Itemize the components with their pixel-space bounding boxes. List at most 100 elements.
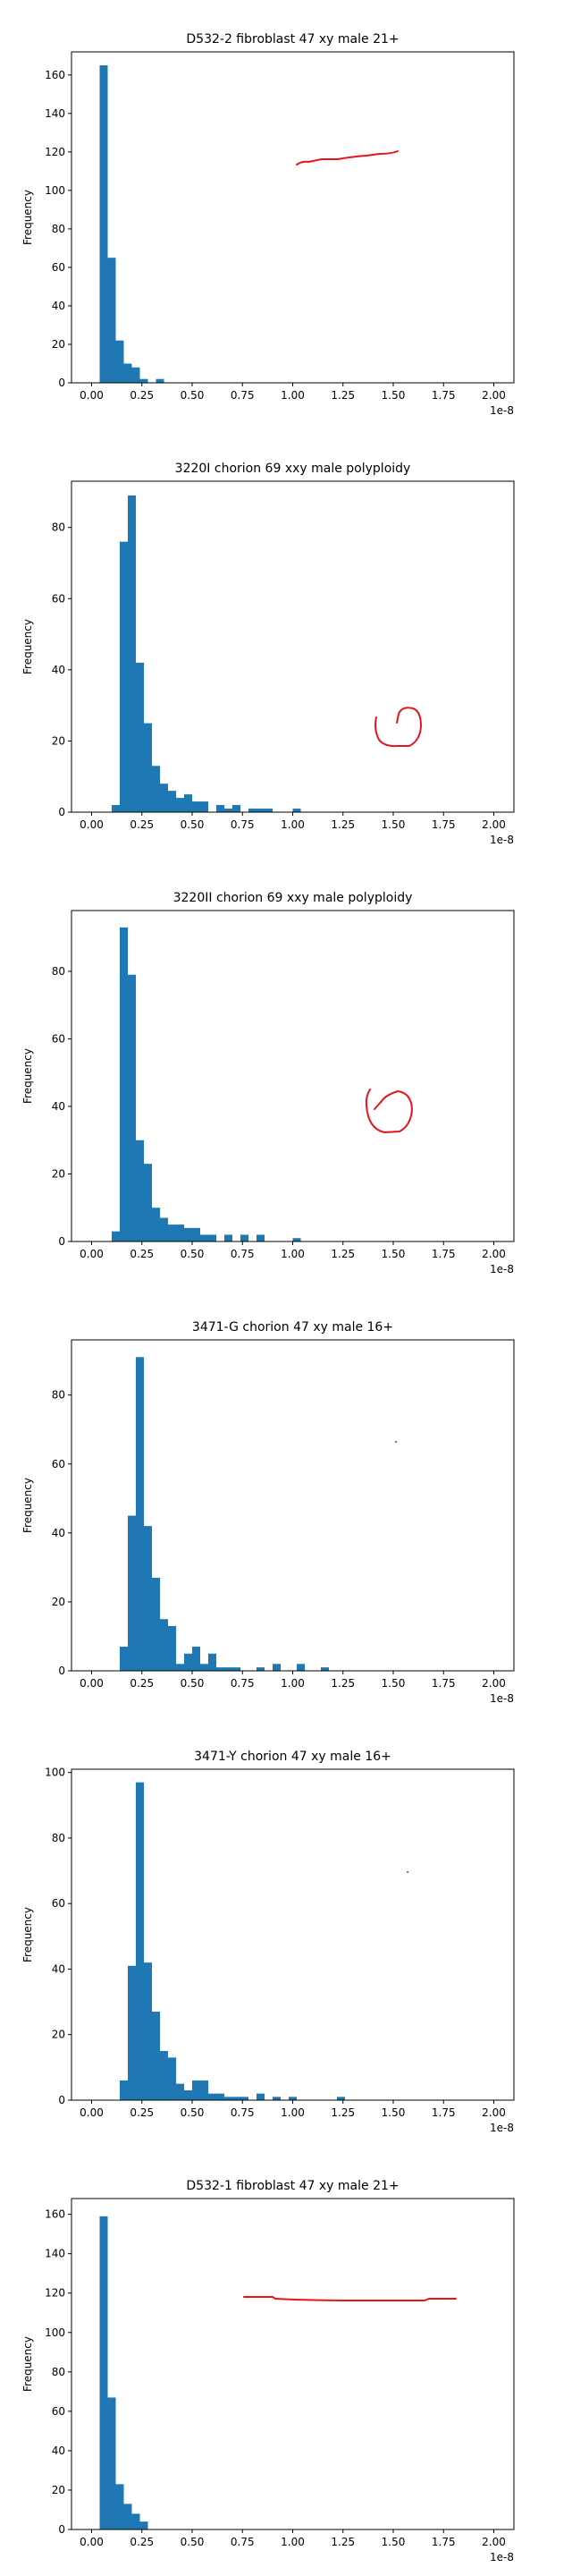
y-tick-label: 40 (52, 664, 65, 676)
y-axis-label: Frequency (21, 2336, 34, 2392)
histogram-bar (232, 2097, 240, 2100)
y-axis-label: Frequency (21, 1048, 34, 1104)
histogram-bar (192, 1647, 200, 1671)
histogram-bar (216, 805, 224, 812)
histogram-bar (131, 367, 140, 383)
y-tick-label: 80 (52, 1832, 65, 1844)
x-tick-label: 0.25 (130, 818, 154, 831)
x-tick-label: 1.25 (331, 818, 355, 831)
histogram-bar (128, 495, 136, 812)
histogram-bar (176, 798, 184, 812)
histogram-bar (160, 1619, 168, 1671)
histogram-bar (176, 1224, 184, 1241)
x-tick-label: 1.75 (432, 1677, 456, 1690)
histogram-bar (131, 2513, 140, 2529)
histogram-bar (152, 1208, 160, 1241)
x-tick-label: 0.50 (181, 818, 205, 831)
histogram-bar (257, 2093, 265, 2100)
y-tick-label: 40 (52, 1100, 65, 1113)
histogram-bar (292, 1238, 301, 1241)
annotation-stroke (243, 2296, 457, 2301)
x-tick-label: 2.00 (482, 818, 506, 831)
y-axis-label: Frequency (21, 619, 34, 674)
histogram-bar (208, 1653, 216, 1671)
y-tick-label: 40 (52, 1527, 65, 1539)
histogram-bar (321, 1667, 329, 1671)
histogram-bar (160, 2051, 168, 2100)
x-tick-label: 0.00 (80, 2106, 104, 2119)
x-tick-label: 0.00 (80, 2536, 104, 2548)
histogram-bar (200, 801, 208, 812)
histogram-bar (120, 541, 128, 812)
x-tick-label: 1.50 (382, 1248, 406, 1260)
histogram-bar (292, 809, 301, 812)
y-tick-label: 80 (52, 1389, 65, 1402)
x-tick-label: 2.00 (482, 389, 506, 402)
histogram-bar (136, 1140, 144, 1241)
y-tick-label: 160 (45, 69, 65, 81)
y-tick-label: 0 (58, 377, 65, 389)
histogram-panel: D532-1 fibroblast 47 xy male 21+ 0.00 0.25… (21, 2179, 515, 2563)
x-tick-label: 1.75 (432, 1248, 456, 1260)
y-tick-label: 100 (45, 184, 65, 197)
x-tick-label: 1.00 (281, 2536, 305, 2548)
histogram-panel: D532-2 fibroblast 47 xy male 21+ 0.00 0.25… (21, 32, 515, 417)
x-tick-label: 0.00 (80, 818, 104, 831)
histogram-bar (257, 1667, 265, 1671)
histogram-bar (240, 2097, 248, 2100)
y-tick-label: 0 (58, 2094, 65, 2106)
histogram-bar (120, 1647, 128, 1671)
histogram-bar (115, 2484, 124, 2529)
histogram-bar (128, 1965, 136, 2100)
x-tick-label: 0.50 (181, 2536, 205, 2548)
x-tick-label: 2.00 (482, 2536, 506, 2548)
y-axis-label: Frequency (21, 190, 34, 245)
histogram-bar (128, 1515, 136, 1671)
x-tick-label: 1.00 (281, 389, 305, 402)
histogram-bar (136, 1357, 144, 1671)
x-tick-label: 0.50 (181, 1248, 205, 1260)
histogram-bar (168, 791, 176, 812)
histogram-bar (136, 1782, 144, 2100)
y-tick-label: 60 (52, 2405, 65, 2418)
x-offset-label: 1e-8 (490, 2122, 514, 2134)
histogram-bar (123, 363, 132, 383)
histogram-bar (257, 809, 265, 812)
histogram-bar (152, 766, 160, 812)
x-tick-label: 1.00 (281, 1248, 305, 1260)
x-tick-label: 0.50 (181, 1677, 205, 1690)
y-tick-label: 140 (45, 107, 65, 120)
x-tick-label: 0.25 (130, 389, 154, 402)
histogram-bar (192, 2080, 200, 2100)
histogram-bar (192, 1227, 200, 1241)
annotation-stroke (374, 707, 422, 748)
histogram-bar (120, 2080, 128, 2100)
y-tick-label: 80 (52, 521, 65, 534)
annotation-dot (395, 1441, 397, 1443)
histogram-bar (152, 2012, 160, 2100)
x-tick-label: 0.25 (130, 2106, 154, 2119)
x-tick-label: 1.50 (382, 2106, 406, 2119)
chart-title: 3471-Y chorion 47 xy male 16+ (194, 1750, 391, 1764)
x-tick-label: 0.00 (80, 1248, 104, 1260)
x-tick-label: 0.75 (231, 2536, 255, 2548)
x-tick-label: 1.75 (432, 818, 456, 831)
histogram-bar (144, 723, 152, 812)
histogram-bar (156, 378, 164, 383)
histogram-bar (120, 927, 128, 1241)
histogram-bar (139, 378, 148, 383)
histogram-bar (224, 809, 232, 812)
y-tick-label: 80 (52, 2366, 65, 2378)
x-tick-label: 1.00 (281, 2106, 305, 2119)
histogram-bar (265, 809, 273, 812)
y-tick-label: 0 (58, 2523, 65, 2536)
y-tick-label: 40 (52, 300, 65, 312)
histogram-bar (240, 1234, 248, 1241)
histogram-bar (297, 1664, 305, 1671)
x-tick-label: 1.75 (432, 2536, 456, 2548)
histogram-bar (184, 2090, 192, 2100)
x-tick-label: 1.00 (281, 1677, 305, 1690)
histogram-bar (224, 1667, 232, 1671)
histogram-bar (208, 2093, 216, 2100)
